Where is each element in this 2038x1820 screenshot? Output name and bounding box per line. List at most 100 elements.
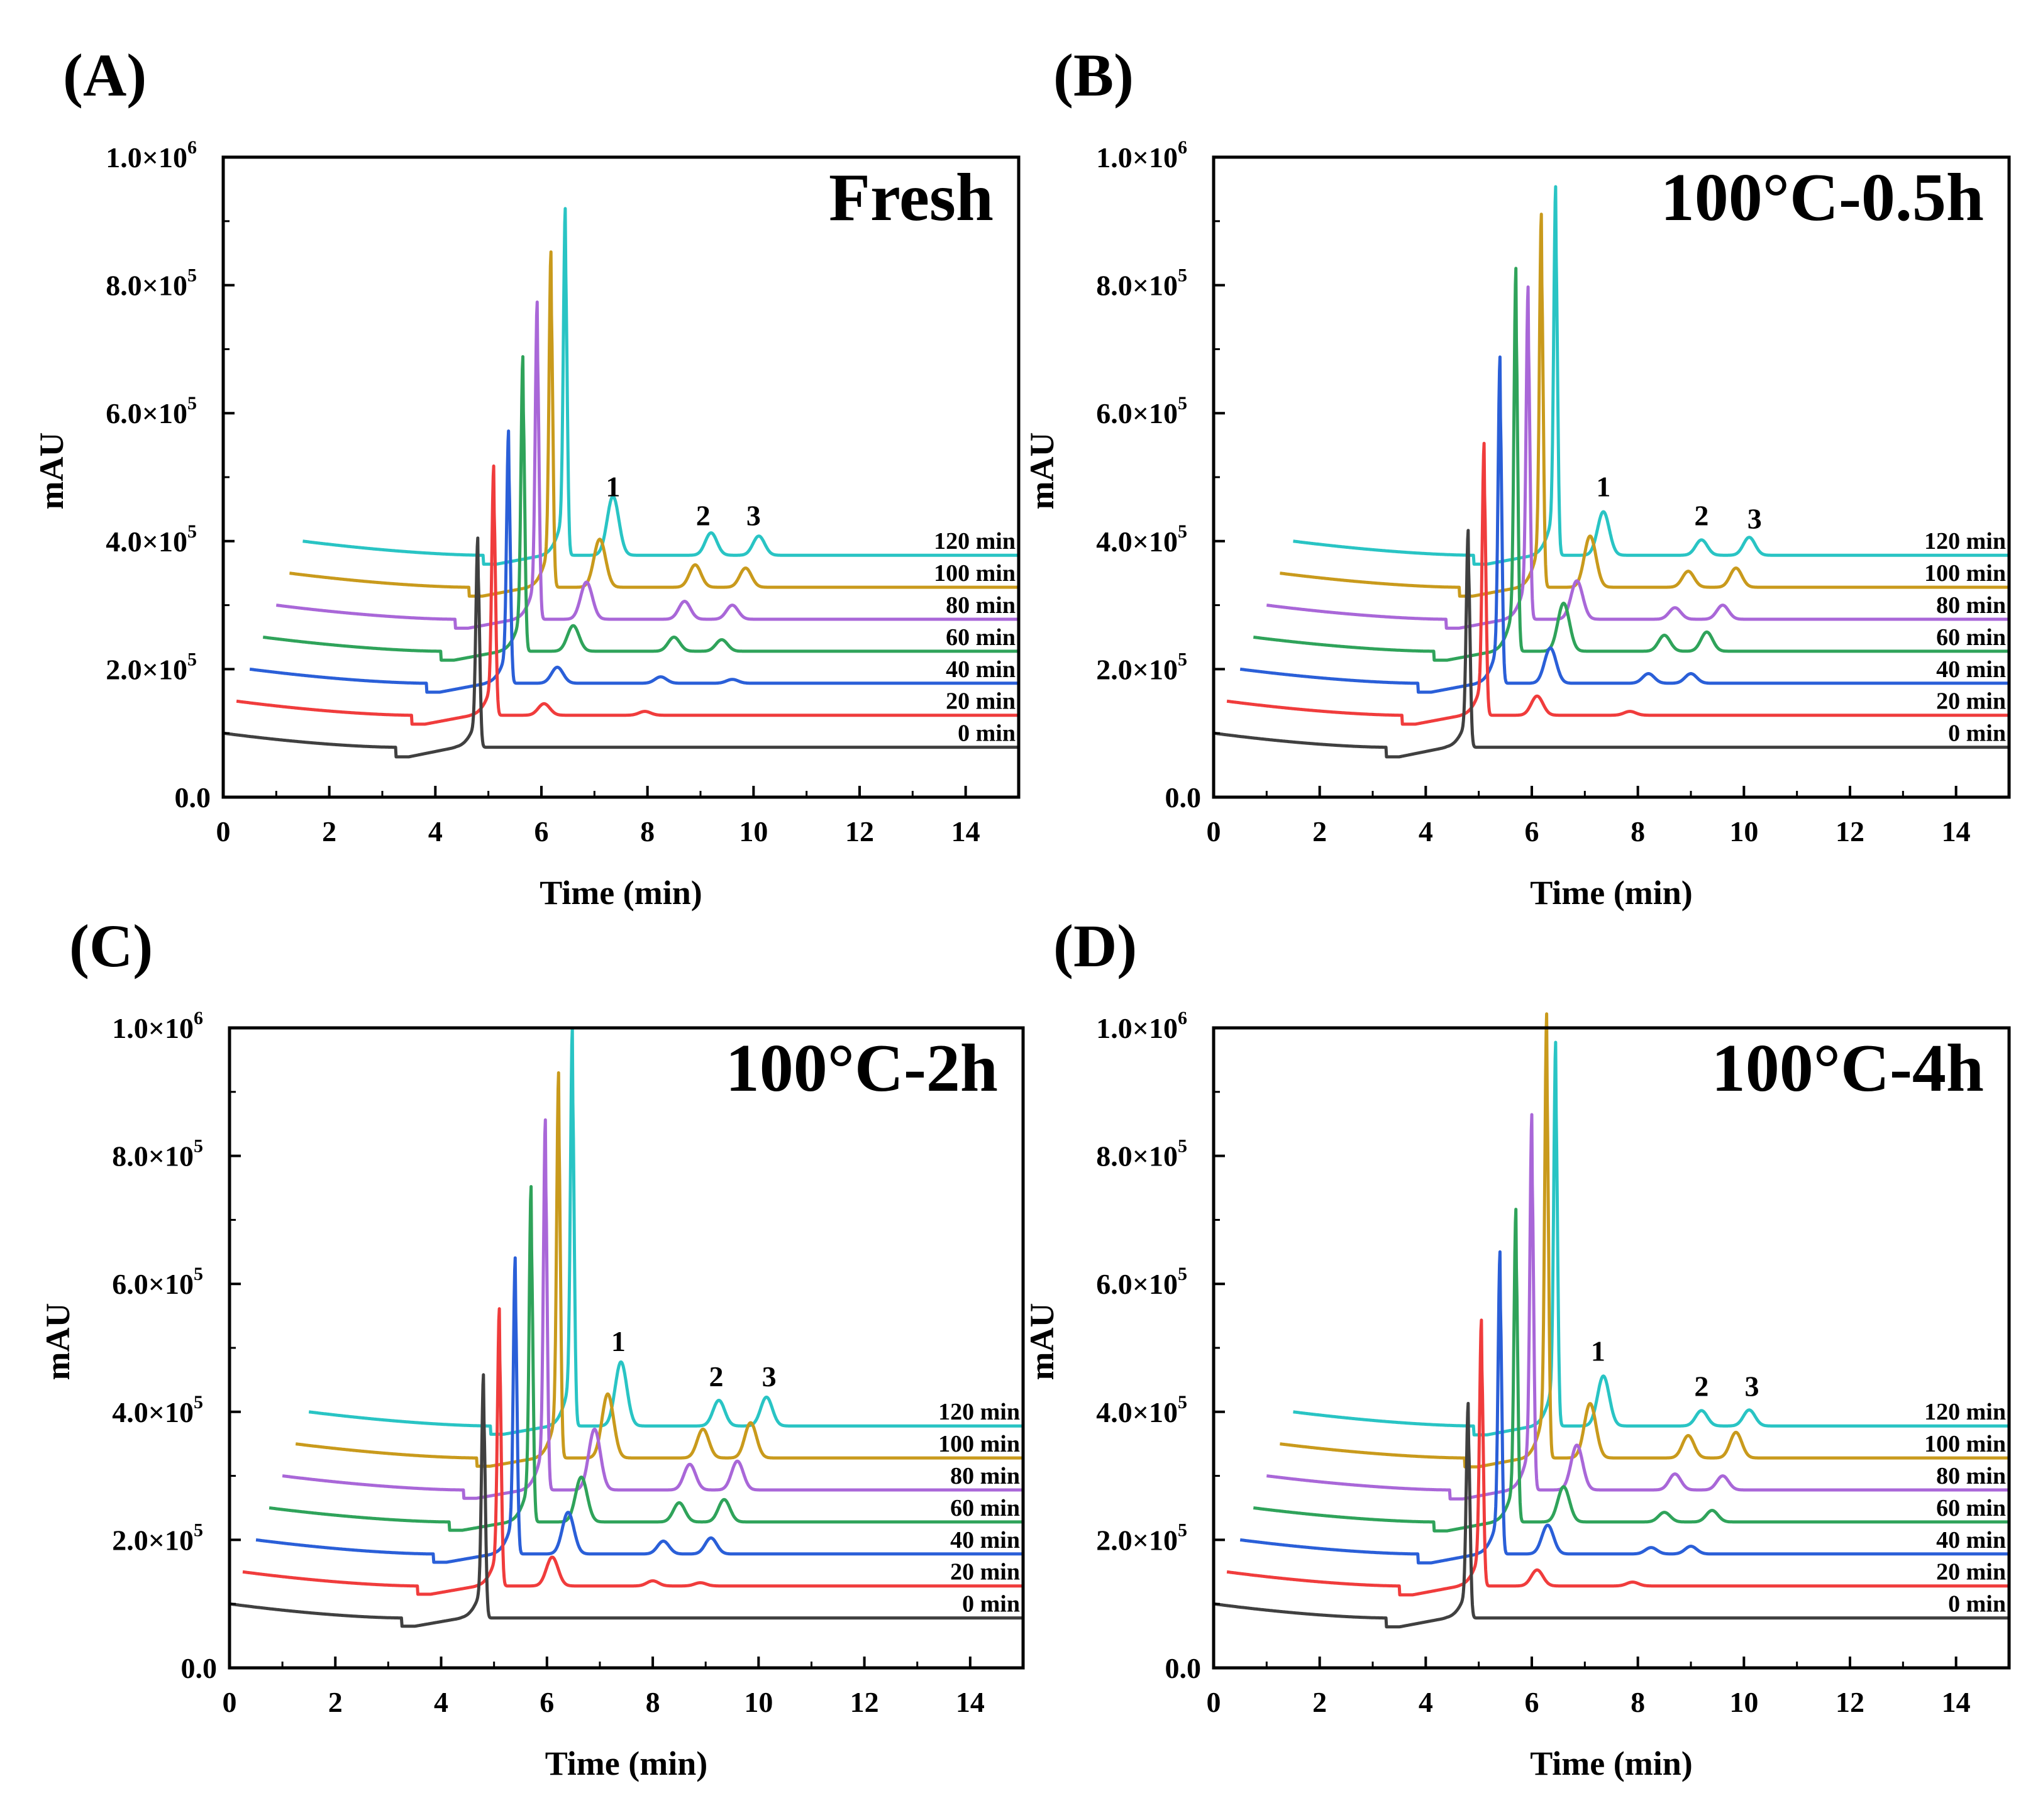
x-tick-label: 12 <box>850 1686 879 1718</box>
series-trace-80-min <box>275 301 1020 630</box>
x-tick-label: 10 <box>1729 1686 1758 1718</box>
series-label: 60 min <box>950 1495 1020 1521</box>
series-label: 60 min <box>946 624 1016 651</box>
peak-label: 2 <box>709 1360 724 1393</box>
x-axis-title: Time (min) <box>1530 1745 1692 1782</box>
series-trace-60-min <box>1252 1208 2010 1533</box>
series-label: 20 min <box>946 688 1016 715</box>
x-tick-label: 14 <box>1942 815 1971 847</box>
series-trace-100-min <box>288 250 1020 598</box>
panel-letter: (B) <box>1053 41 1134 109</box>
peak-label: 3 <box>746 499 761 531</box>
series-label: 100 min <box>938 1431 1020 1457</box>
series-label: 100 min <box>934 560 1016 587</box>
peak-label: 1 <box>606 471 620 503</box>
peak-label: 1 <box>611 1325 626 1357</box>
x-tick-label: 0 <box>1207 815 1221 847</box>
x-tick-label: 8 <box>1631 1686 1645 1718</box>
series-label: 0 min <box>1948 1591 2006 1618</box>
series-trace-40-min <box>1239 355 2010 694</box>
x-tick-label: 2 <box>322 815 336 847</box>
y-tick-label: 8.0×105 <box>1096 265 1187 302</box>
x-tick-label: 4 <box>428 815 443 847</box>
series-label: 100 min <box>1924 560 2006 587</box>
panel-title: 100°C-2h <box>726 1031 998 1106</box>
series-trace-0-min <box>222 536 1020 759</box>
y-tick-label: 6.0×105 <box>1096 1264 1187 1300</box>
x-tick-label: 12 <box>1836 815 1864 847</box>
x-axis-title: Time (min) <box>545 1745 707 1782</box>
series-label: 40 min <box>1936 1527 2006 1553</box>
plot-frame <box>228 1026 1025 1670</box>
y-tick-label: 2.0×105 <box>112 1519 203 1556</box>
panel-letter: (A) <box>63 41 147 109</box>
series-trace-0-min <box>228 1373 1024 1628</box>
series-trace-20-min <box>241 1307 1024 1596</box>
y-tick-label: 8.0×105 <box>112 1136 203 1172</box>
y-axis-title: mAU <box>39 1303 77 1381</box>
series-trace-40-min <box>255 1256 1024 1564</box>
plot-frame <box>221 155 1021 799</box>
y-tick-label: 2.0×105 <box>106 649 197 685</box>
peak-label: 1 <box>1591 1335 1605 1367</box>
x-tick-label: 12 <box>845 815 874 847</box>
series-label: 0 min <box>958 720 1016 747</box>
series-trace-20-min <box>1226 1318 2010 1597</box>
series-trace-120-min <box>301 207 1020 566</box>
x-tick-label: 10 <box>744 1686 773 1718</box>
x-tick-label: 0 <box>216 815 231 847</box>
series-trace-40-min <box>1239 1250 2010 1565</box>
peak-label: 2 <box>696 499 711 531</box>
series-label: 60 min <box>1936 1495 2006 1521</box>
series-label: 0 min <box>1948 720 2006 747</box>
y-tick-label: 1.0×106 <box>1096 137 1187 174</box>
peak-label: 3 <box>762 1360 777 1393</box>
y-tick-label: 4.0×105 <box>112 1392 203 1428</box>
series-label: 120 min <box>1924 528 2006 554</box>
peak-label: 2 <box>1694 1370 1708 1402</box>
x-tick-label: 10 <box>739 815 768 847</box>
panel-title: 100°C-0.5h <box>1661 160 1984 235</box>
series-trace-20-min <box>235 464 1020 726</box>
series-trace-0-min <box>1212 1401 2010 1629</box>
series-trace-120-min <box>307 1026 1024 1436</box>
x-tick-label: 2 <box>328 1686 343 1718</box>
y-tick-label: 0.0 <box>1165 781 1202 813</box>
y-tick-label: 8.0×105 <box>106 265 197 302</box>
x-tick-label: 2 <box>1312 815 1327 847</box>
series-trace-100-min <box>1278 1012 2010 1469</box>
y-tick-label: 0.0 <box>175 781 211 813</box>
y-tick-label: 6.0×105 <box>112 1264 203 1300</box>
x-tick-label: 14 <box>1942 1686 1971 1718</box>
series-label: 0 min <box>962 1591 1020 1618</box>
x-tick-label: 14 <box>956 1686 985 1718</box>
y-axis-title: mAU <box>1023 433 1061 510</box>
y-tick-label: 6.0×105 <box>106 393 197 429</box>
panel-title: Fresh <box>829 160 994 235</box>
series-trace-100-min <box>294 1071 1024 1468</box>
y-tick-label: 1.0×106 <box>106 137 197 174</box>
y-tick-label: 6.0×105 <box>1096 393 1187 429</box>
plot-frame <box>1212 1026 2011 1670</box>
peak-label: 3 <box>1744 1370 1759 1402</box>
series-trace-40-min <box>248 429 1020 694</box>
series-label: 80 min <box>946 592 1016 619</box>
y-tick-label: 8.0×105 <box>1096 1136 1187 1172</box>
x-tick-label: 6 <box>1525 1686 1539 1718</box>
panel-title: 100°C-4h <box>1712 1031 1984 1106</box>
x-tick-label: 6 <box>1525 815 1539 847</box>
series-trace-60-min <box>268 1185 1024 1532</box>
series-trace-0-min <box>1212 529 2010 759</box>
x-tick-label: 0 <box>1207 1686 1221 1718</box>
x-tick-label: 4 <box>434 1686 448 1718</box>
x-tick-label: 14 <box>951 815 980 847</box>
x-tick-label: 2 <box>1312 1686 1327 1718</box>
y-tick-label: 2.0×105 <box>1096 649 1187 685</box>
y-tick-label: 4.0×105 <box>1096 1392 1187 1428</box>
x-axis-title: Time (min) <box>1530 874 1692 912</box>
x-tick-label: 4 <box>1419 1686 1433 1718</box>
peak-label: 3 <box>1747 502 1762 534</box>
